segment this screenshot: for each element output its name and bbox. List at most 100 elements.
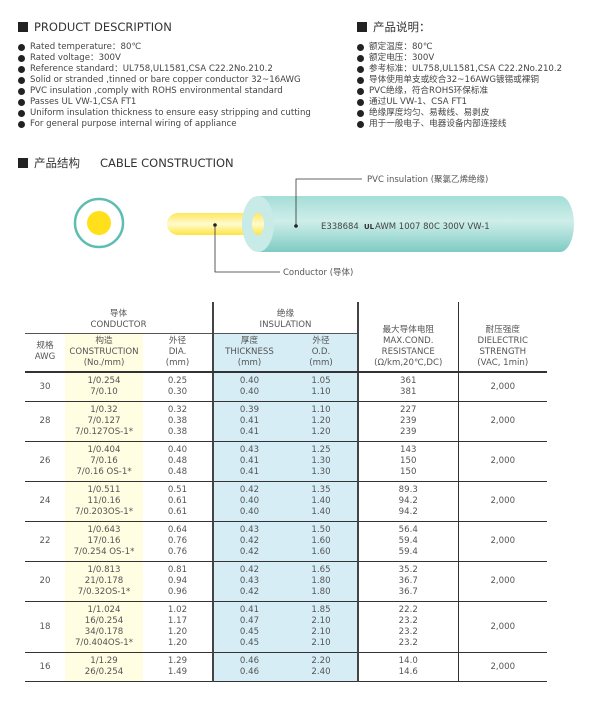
bullet-text: 参考标准：UL758,UL1581,CSA C22.2No.210.2 [369,64,563,74]
header-resistance: 最大导体电阻 MAX.COND. RESISTANCE (Ω/km,20℃,DC) [358,302,459,373]
cell-dielectric: 2,000 [458,401,547,442]
bullet-icon [18,121,25,128]
bullet-icon [357,66,364,73]
bullet-icon [357,44,364,51]
cable-diagram: E338684 UL AWM 1007 80C 300V VW-1 PVC in… [73,174,574,278]
bullet-item: For general purpose internal wiring of a… [18,119,311,130]
table-row: 24 1/0.511 11/0.16 7/0.203OS-1* 0.51 0.61 0.61… [25,481,547,522]
header-thickness: 厚度 THICKNESS (mm) [212,332,285,373]
bullet-icon [357,88,364,95]
ul-mark-icon: UL [364,223,375,231]
bullet-icon [18,66,25,73]
square-bullet-icon [18,22,28,32]
table-row: 22 1/0.643 17/0.16 7/0.254 OS-1* 0.64 0.76 0.7… [25,521,547,562]
cell-dielectric: 2,000 [458,561,547,602]
cell-dielectric: 2,000 [458,481,547,522]
bullet-item: Rated temperature：80℃ [18,42,311,53]
bullet-text: For general purpose internal wiring of a… [30,119,237,129]
cell-dielectric: 2,000 [458,372,547,402]
bullet-icon [18,110,25,117]
cell-construction: 1/0.254 7/0.10 [65,372,143,402]
bullet-item: 导体使用单支或绞合32~16AWG镀锡或裸铜 [357,75,562,86]
cell-resistance: 361 381 [358,372,459,402]
table-row: 26 1/0.404 7/0.16 7/0.16 OS-1* 0.40 0.48 0.48 0… [25,441,547,482]
bullet-item: 参考标准：UL758,UL1581,CSA C22.2No.210.2 [357,64,562,75]
cell-thickness: 0.42 0.43 0.42 [212,561,285,602]
cell-thickness: 0.46 0.46 [212,652,285,682]
cell-construction: 1/0.511 11/0.16 7/0.203OS-1* [65,481,143,522]
cell-awg: 24 [25,481,65,522]
cell-resistance: 22.2 23.2 23.2 23.2 [358,601,459,653]
bullet-text: 通过UL VW-1、CSA FT1 [369,97,467,107]
bullet-text: Solid or stranded ,tinned or bare copper… [30,75,301,85]
cell-construction: 1/1.024 16/0.254 34/0.178 7/0.404OS-1* [65,601,143,653]
bullet-item: Uniform insulation thickness to ensure e… [18,108,311,119]
cell-thickness: 0.39 0.41 0.41 [212,401,285,442]
table-row: 30 1/0.254 7/0.10 0.25 0.30 0.40 0.40 1.05 1.10 3… [25,372,547,402]
bullet-item: Rated voltage：300V [18,53,311,64]
bullet-text: 额定温度：80℃ [369,42,433,52]
insulation-jacket [242,196,574,252]
cell-od: 1.35 1.40 1.40 [285,481,359,522]
cell-construction: 1/0.643 17/0.16 7/0.254 OS-1* [65,521,143,562]
cell-dia: 0.32 0.38 0.38 [143,401,213,442]
cross-section-conductor [87,211,111,235]
bullet-icon [18,99,25,106]
bullet-text: Reference standard：UL758,UL1581,CSA C22.… [30,64,273,74]
table-row: 18 1/1.024 16/0.254 34/0.178 7/0.404OS-1* 1.0… [25,601,547,653]
cell-dia: 1.29 1.49 [143,652,213,682]
bullet-text: PVC insulation ,comply with ROHS environ… [30,86,283,96]
bullet-item: PVC insulation ,comply with ROHS environ… [18,86,311,97]
conductor-label: Conductor (导体) [283,267,353,278]
table-row: 28 1/0.32 7/0.127 7/0.127OS-1* 0.32 0.38 0.38 0… [25,401,547,442]
cell-dia: 0.51 0.61 0.61 [143,481,213,522]
bullet-item: 用于一般电子、电器设备内部连接线 [357,119,562,130]
print-left: E338684 [321,222,359,232]
cell-resistance: 35.2 36.7 36.7 [358,561,459,602]
cell-dielectric: 2,000 [458,441,547,482]
cell-od: 1.05 1.10 [285,372,359,402]
bullet-item: 通过UL VW-1、CSA FT1 [357,97,562,108]
bullet-text: Rated temperature：80℃ [30,42,142,52]
group-insulation: 绝缘 INSULATION [212,302,359,333]
title-cn: 产品结构 [34,156,80,170]
bullet-icon [18,77,25,84]
cell-od: 1.85 2.10 2.10 2.10 [285,601,359,653]
bullet-item: 额定电压：300V [357,53,562,64]
bullet-icon [18,88,25,95]
cell-od: 1.25 1.30 1.30 [285,441,359,482]
cell-construction: 1/0.813 21/0.178 7/0.32OS-1* [65,561,143,602]
bullet-icon [357,121,364,128]
cell-resistance: 89.3 94.2 94.2 [358,481,459,522]
product-description-en: PRODUCT DESCRIPTION Rated temperature：80… [18,20,311,130]
cell-dia: 0.64 0.76 0.76 [143,521,213,562]
bullet-item: Reference standard：UL758,UL1581,CSA C22.… [18,64,311,75]
cell-thickness: 0.40 0.40 [212,372,285,402]
cell-awg: 26 [25,441,65,482]
square-bullet-icon [18,158,28,168]
cell-dia: 0.25 0.30 [143,372,213,402]
cell-od: 1.10 1.20 1.20 [285,401,359,442]
square-bullet-icon [357,22,367,32]
bullet-icon [357,110,364,117]
cell-thickness: 0.41 0.47 0.45 0.45 [212,601,285,653]
table-row: 20 1/0.813 21/0.178 7/0.32OS-1* 0.81 0.94 0.96… [25,561,547,602]
cell-dielectric: 2,000 [458,521,547,562]
bullet-text: Uniform insulation thickness to ensure e… [30,108,311,118]
cell-resistance: 14.0 14.6 [358,652,459,682]
spec-table: 导体 CONDUCTOR 绝缘 INSULATION 最大导体电阻 MAX.COND.… [25,302,547,682]
bullet-text: 导体使用单支或绞合32~16AWG镀锡或裸铜 [369,75,539,85]
header-construction: 构造 CONSTRUCTION (No./mm) [65,332,143,373]
bullet-text: 用于一般电子、电器设备内部连接线 [369,119,507,129]
header-od: 外径 O.D. (mm) [285,332,359,373]
cell-resistance: 143 150 150 [358,441,459,482]
cable-construction-title: 产品结构 CABLE CONSTRUCTION [18,156,234,170]
cell-construction: 1/0.32 7/0.127 7/0.127OS-1* [65,401,143,442]
bullet-icon [357,99,364,106]
cell-od: 1.50 1.60 1.60 [285,521,359,562]
section-title: 产品说明： [373,20,431,34]
product-description-cn: 产品说明： 额定温度：80℃ 额定电压：300V 参考标准：UL758,UL1581… [357,20,562,130]
cell-awg: 16 [25,652,65,682]
bullet-icon [18,55,25,62]
cell-construction: 1/0.404 7/0.16 7/0.16 OS-1* [65,441,143,482]
